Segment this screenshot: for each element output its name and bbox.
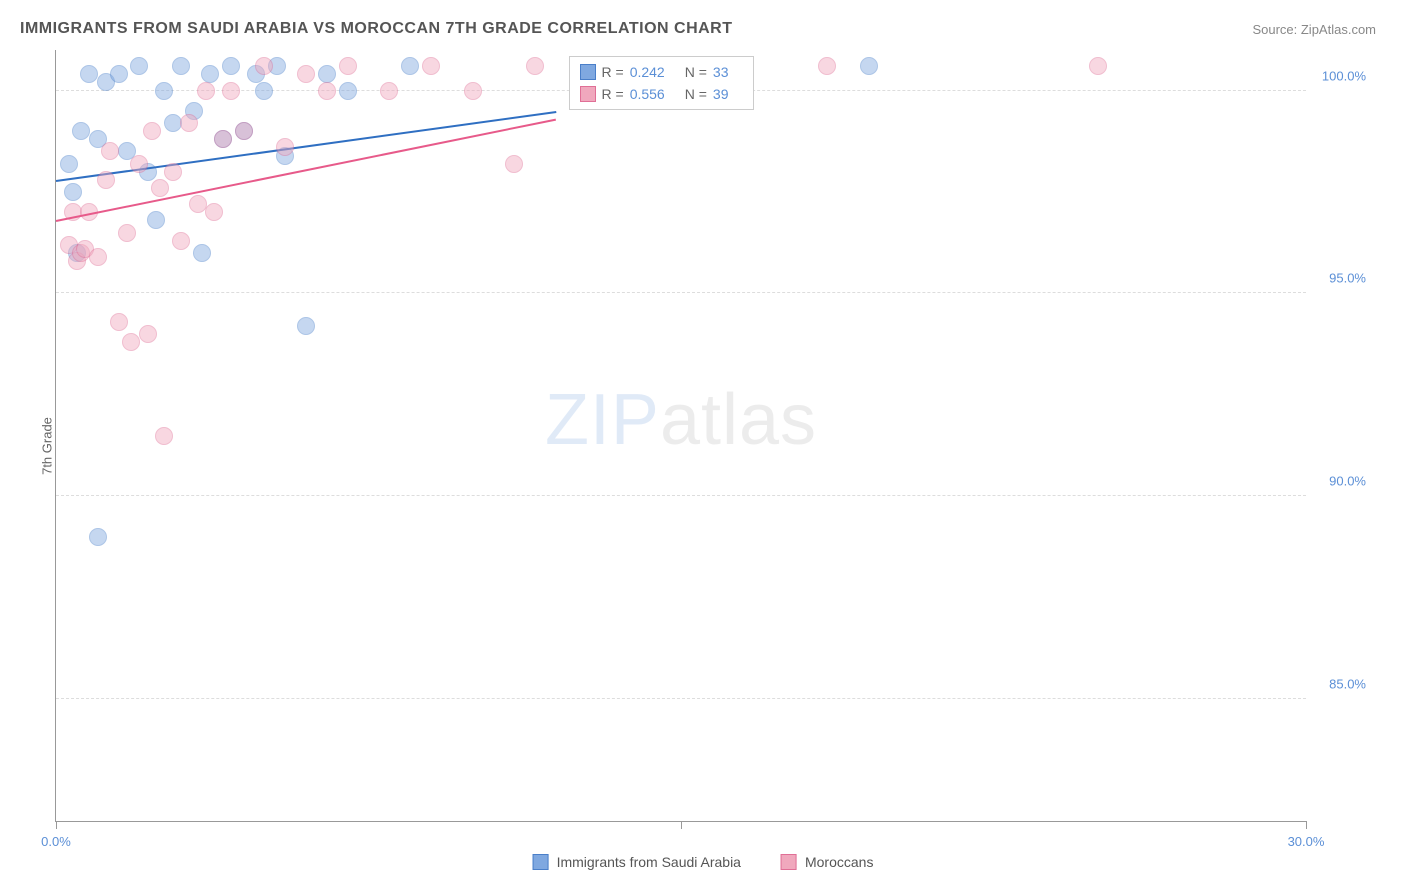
scatter-point bbox=[101, 142, 119, 160]
scatter-point bbox=[80, 65, 98, 83]
scatter-point bbox=[189, 195, 207, 213]
gridline-h bbox=[56, 292, 1306, 293]
scatter-point bbox=[164, 114, 182, 132]
watermark: ZIPatlas bbox=[545, 379, 817, 461]
scatter-point bbox=[222, 82, 240, 100]
scatter-point bbox=[860, 57, 878, 75]
scatter-point bbox=[222, 57, 240, 75]
scatter-point bbox=[64, 183, 82, 201]
scatter-point bbox=[143, 122, 161, 140]
scatter-point bbox=[201, 65, 219, 83]
scatter-point bbox=[297, 65, 315, 83]
scatter-point bbox=[110, 313, 128, 331]
chart-container: IMMIGRANTS FROM SAUDI ARABIA VS MOROCCAN… bbox=[0, 0, 1406, 892]
gridline-h bbox=[56, 698, 1306, 699]
scatter-point bbox=[164, 163, 182, 181]
y-tick-label: 95.0% bbox=[1316, 271, 1366, 286]
scatter-point bbox=[818, 57, 836, 75]
scatter-point bbox=[526, 57, 544, 75]
scatter-point bbox=[130, 57, 148, 75]
scatter-point bbox=[97, 171, 115, 189]
scatter-point bbox=[180, 114, 198, 132]
stat-N-label: N = bbox=[685, 83, 707, 105]
scatter-point bbox=[297, 317, 315, 335]
y-tick-label: 85.0% bbox=[1316, 677, 1366, 692]
scatter-point bbox=[155, 427, 173, 445]
scatter-point bbox=[122, 333, 140, 351]
scatter-point bbox=[255, 82, 273, 100]
source-label: Source: ZipAtlas.com bbox=[1252, 22, 1376, 37]
stat-N-value: 39 bbox=[713, 83, 729, 105]
legend-item: Immigrants from Saudi Arabia bbox=[533, 854, 741, 870]
legend-label: Moroccans bbox=[805, 854, 873, 870]
stat-R-value: 0.242 bbox=[630, 61, 665, 83]
legend-swatch bbox=[533, 854, 549, 870]
x-tick bbox=[681, 821, 682, 829]
scatter-point bbox=[72, 122, 90, 140]
stat-R-label: R = bbox=[602, 61, 624, 83]
watermark-sub: atlas bbox=[660, 380, 817, 460]
scatter-point bbox=[464, 82, 482, 100]
plot-area: ZIPatlas 85.0%90.0%95.0%100.0%0.0%30.0%R… bbox=[55, 50, 1306, 822]
scatter-point bbox=[401, 57, 419, 75]
y-tick-label: 100.0% bbox=[1316, 68, 1366, 83]
x-tick-label: 30.0% bbox=[1288, 834, 1325, 849]
scatter-point bbox=[380, 82, 398, 100]
stat-R-label: R = bbox=[602, 83, 624, 105]
scatter-point bbox=[172, 57, 190, 75]
scatter-point bbox=[197, 82, 215, 100]
scatter-point bbox=[339, 57, 357, 75]
scatter-point bbox=[130, 155, 148, 173]
legend-label: Immigrants from Saudi Arabia bbox=[557, 854, 741, 870]
scatter-point bbox=[505, 155, 523, 173]
legend-item: Moroccans bbox=[781, 854, 873, 870]
scatter-point bbox=[422, 57, 440, 75]
scatter-point bbox=[155, 82, 173, 100]
scatter-point bbox=[172, 232, 190, 250]
legend-bottom: Immigrants from Saudi Arabia Moroccans bbox=[533, 854, 874, 870]
scatter-point bbox=[89, 528, 107, 546]
scatter-point bbox=[110, 65, 128, 83]
y-axis-label: 7th Grade bbox=[39, 417, 54, 475]
scatter-point bbox=[193, 244, 211, 262]
chart-plot-wrap: ZIPatlas 85.0%90.0%95.0%100.0%0.0%30.0%R… bbox=[55, 50, 1306, 822]
scatter-point bbox=[60, 155, 78, 173]
scatter-point bbox=[151, 179, 169, 197]
scatter-point bbox=[89, 248, 107, 266]
scatter-point bbox=[147, 211, 165, 229]
x-tick bbox=[56, 821, 57, 829]
gridline-h bbox=[56, 495, 1306, 496]
legend-stats-row: R = 0.242 N = 33 bbox=[580, 61, 743, 83]
scatter-point bbox=[276, 138, 294, 156]
legend-swatch bbox=[580, 64, 596, 80]
scatter-point bbox=[139, 325, 157, 343]
scatter-point bbox=[235, 122, 253, 140]
legend-stats-box: R = 0.242 N = 33 R = 0.556 N = 39 bbox=[569, 56, 754, 110]
scatter-point bbox=[214, 130, 232, 148]
legend-swatch bbox=[580, 86, 596, 102]
watermark-main: ZIP bbox=[545, 380, 660, 460]
scatter-point bbox=[339, 82, 357, 100]
stat-R-value: 0.556 bbox=[630, 83, 665, 105]
scatter-point bbox=[118, 224, 136, 242]
x-tick bbox=[1306, 821, 1307, 829]
stat-N-value: 33 bbox=[713, 61, 729, 83]
stat-N-label: N = bbox=[685, 61, 707, 83]
scatter-point bbox=[1089, 57, 1107, 75]
legend-stats-row: R = 0.556 N = 39 bbox=[580, 83, 743, 105]
scatter-point bbox=[318, 82, 336, 100]
legend-swatch bbox=[781, 854, 797, 870]
chart-title: IMMIGRANTS FROM SAUDI ARABIA VS MOROCCAN… bbox=[20, 20, 1386, 38]
y-tick-label: 90.0% bbox=[1316, 474, 1366, 489]
scatter-point bbox=[255, 57, 273, 75]
scatter-point bbox=[205, 203, 223, 221]
x-tick-label: 0.0% bbox=[41, 834, 71, 849]
